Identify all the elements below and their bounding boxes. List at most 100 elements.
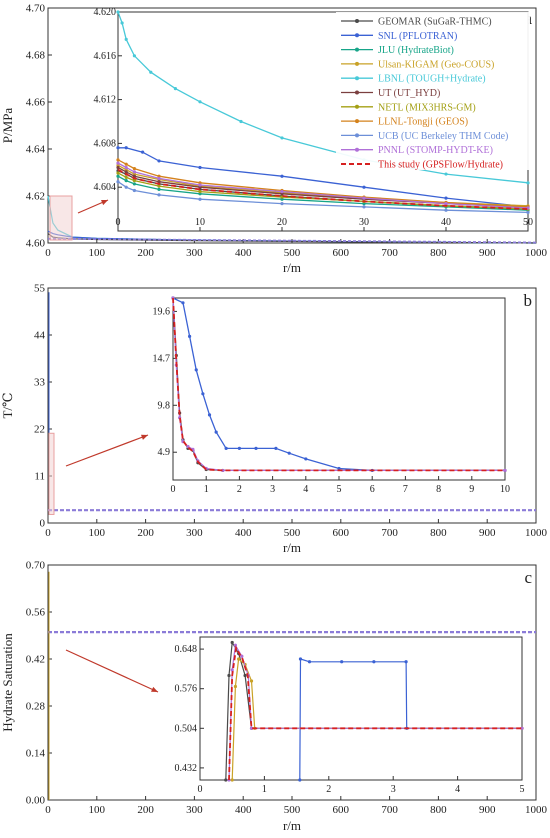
legend-label: LLNL-Tongji (GEOS) xyxy=(378,117,468,128)
x-tick-label: 1000 xyxy=(525,804,548,816)
inset-x-tick-label: 5 xyxy=(337,484,342,495)
x-tick-label: 500 xyxy=(284,804,301,816)
inset-series-line-point xyxy=(298,657,303,661)
legend-marker xyxy=(355,19,359,23)
x-tick-label: 500 xyxy=(284,247,301,259)
y-tick-label: 4.70 xyxy=(26,3,46,15)
x-tick-label: 800 xyxy=(430,247,447,259)
inset-series-line-point xyxy=(280,189,284,194)
x-tick-label: 0 xyxy=(45,804,51,816)
inset-series-line-point xyxy=(227,673,231,678)
legend-label: Ulsan-KIGAM (Geo-COUS) xyxy=(378,59,494,70)
inset-series-line-point xyxy=(124,179,128,183)
inset-series-line-point xyxy=(132,179,136,183)
legend-marker xyxy=(355,104,359,109)
x-tick-label: 200 xyxy=(137,804,154,816)
inset-series-line-point xyxy=(198,189,202,194)
inset-series-line-point xyxy=(120,21,124,25)
inset-series-line-point xyxy=(132,170,136,174)
inset-series-line-point xyxy=(116,174,120,178)
x-tick-label: 100 xyxy=(89,247,106,259)
inset-x-tick-label: 0 xyxy=(116,217,121,228)
x-tick-label: 900 xyxy=(479,527,496,539)
x-tick-label: 600 xyxy=(333,247,350,259)
inset-x-tick-label: 6 xyxy=(370,484,375,495)
inset-x-tick-label: 5 xyxy=(520,784,525,795)
y-tick-label: 0.00 xyxy=(26,795,46,807)
inset-series-line-point xyxy=(362,185,366,189)
inset-series-line-point xyxy=(526,210,530,214)
x-tick-label: 900 xyxy=(479,247,496,259)
y-tick-label: 0 xyxy=(40,518,46,530)
inset-y-tick-label: 19.6 xyxy=(153,306,171,317)
inset-x-tick-label: 10 xyxy=(195,217,205,228)
x-tick-label: 600 xyxy=(333,804,350,816)
y-tick-label: 55 xyxy=(34,283,46,295)
x-tick-label: 400 xyxy=(235,804,252,816)
inset-series-line-point xyxy=(243,673,247,678)
inset-series-line-point xyxy=(198,185,202,189)
x-tick-label: 800 xyxy=(430,527,447,539)
inset-series-line-point xyxy=(157,159,161,163)
inset-x-tick-label: 50 xyxy=(523,217,533,228)
x-tick-label: 0 xyxy=(45,527,51,539)
y-tick-label: 4.68 xyxy=(26,50,46,62)
inset-series-line-point xyxy=(444,208,448,212)
legend-label: SNL (PFLOTRAN) xyxy=(378,31,457,42)
inset-series-line-point xyxy=(157,187,161,191)
inset-x-tick-label: 0 xyxy=(198,784,203,795)
inset-series-line-point xyxy=(444,202,448,206)
inset-y-tick-label: 0.432 xyxy=(175,763,198,774)
inset-series-line-point xyxy=(444,172,448,176)
inset-series-line-point xyxy=(230,668,234,672)
inset-series-line-point xyxy=(116,146,120,150)
inset-frame xyxy=(172,297,506,481)
inset-x-tick-label: 7 xyxy=(403,484,408,495)
inset-series-line-point xyxy=(362,202,366,206)
inset-x-tick-label: 4 xyxy=(455,784,460,795)
inset-series-line-point xyxy=(124,170,128,174)
inset-series-line-point xyxy=(132,188,136,193)
legend: GEOMAR (SuGaR-THMC) SNL (PFLOTRAN) JLU (Hy… xyxy=(336,12,530,171)
inset-series-line-point xyxy=(287,451,291,455)
y-tick-label: 44 xyxy=(34,330,46,342)
inset-series-line-point xyxy=(116,10,120,14)
inset-x-tick-label: 8 xyxy=(436,484,441,495)
x-tick-label: 1000 xyxy=(525,247,548,259)
inset-y-tick-label: 4.620 xyxy=(94,7,117,18)
x-axis-title: r/m xyxy=(283,540,301,555)
legend-box xyxy=(336,12,530,170)
inset-series-line-point xyxy=(233,684,238,689)
inset-x-tick-label: 10 xyxy=(500,484,510,495)
inset-series-line-point xyxy=(404,660,408,664)
inset-series-line-point xyxy=(237,657,241,661)
inset-series-line-point xyxy=(132,182,136,186)
x-tick-label: 700 xyxy=(381,527,398,539)
panel-b: 0 100 200 300 400 500 600 700 800 900 100001122334… xyxy=(0,283,548,556)
x-tick-label: 300 xyxy=(186,527,203,539)
x-axis-title: r/m xyxy=(283,818,301,833)
legend-marker xyxy=(355,76,359,81)
inset-series-line-point xyxy=(224,778,228,782)
y-tick-label: 0.70 xyxy=(26,560,46,572)
inset-series-line-point xyxy=(526,181,530,185)
legend-marker xyxy=(355,47,359,52)
legend-marker xyxy=(355,33,359,38)
inset-y-tick-label: 0.504 xyxy=(175,723,198,734)
inset-series-line-point xyxy=(157,174,161,178)
inset-series-line-point xyxy=(280,202,284,206)
y-tick-label: 0.28 xyxy=(26,701,46,713)
x-tick-label: 200 xyxy=(137,247,154,259)
legend-marker xyxy=(355,147,359,152)
inset-series-line-point xyxy=(194,368,198,372)
zoom-arrow-head xyxy=(101,200,108,206)
inset-series-line-point xyxy=(124,165,128,170)
x-axis-title: r/m xyxy=(283,260,301,275)
x-tick-label: 800 xyxy=(430,804,447,816)
x-tick-label: 900 xyxy=(479,804,496,816)
inset-series-line-point xyxy=(116,163,120,167)
y-axis-title: P/MPa xyxy=(0,108,15,144)
inset-series-line-point xyxy=(173,87,177,91)
inset-series-line-point xyxy=(298,778,302,782)
y-tick-label: 4.62 xyxy=(26,191,45,203)
